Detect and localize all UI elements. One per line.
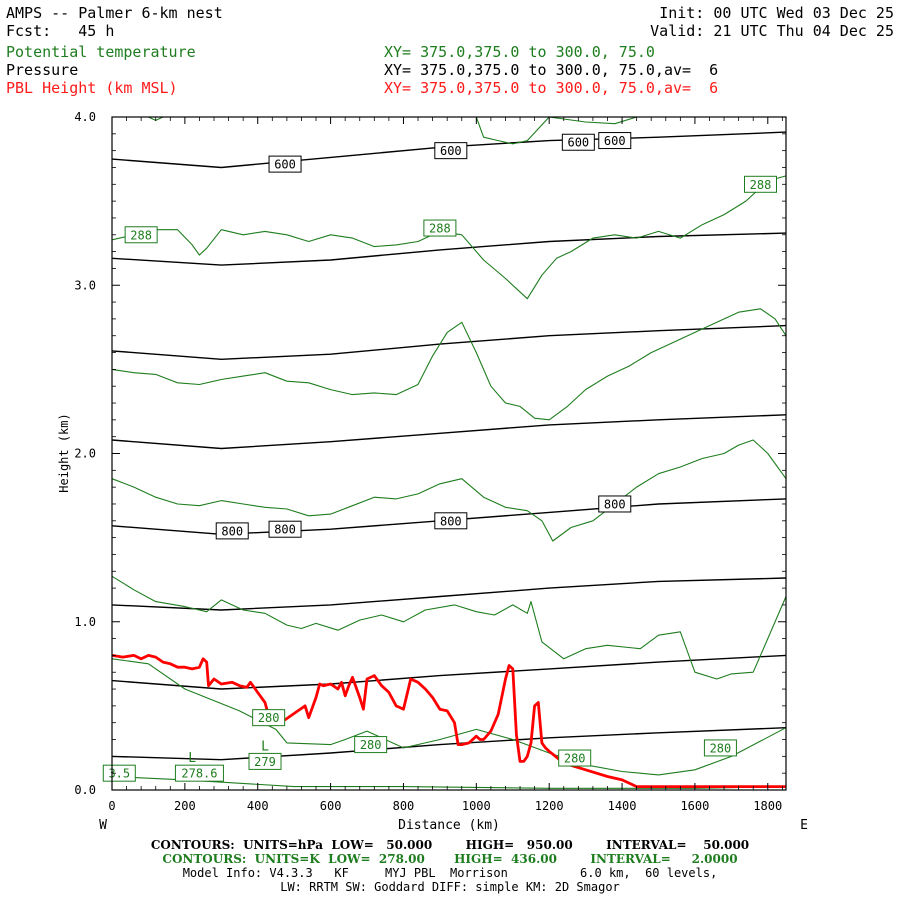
theta-label-2: 288	[750, 178, 772, 192]
theta-label-8: 279	[254, 755, 276, 769]
y-tick-label-4: 4.0	[74, 110, 96, 124]
series-line-pressure-750-hpa	[111, 414, 787, 450]
x-tick-label-0: 0	[108, 799, 115, 813]
y-axis-title: Height (km)	[57, 413, 71, 492]
x-tick-label-1600: 1600	[680, 799, 709, 813]
theta-label-box-9	[102, 764, 136, 782]
init-time: Init: 00 UTC Wed 03 Dec 25	[659, 4, 894, 22]
theta-label-box-2	[743, 175, 777, 193]
series-line-pbl-height	[111, 654, 786, 788]
pressure-label-box-1	[434, 142, 468, 160]
x-tick-label-800: 800	[393, 799, 415, 813]
theta-label-0: 288	[130, 228, 152, 242]
pressure-label-2: 600	[567, 136, 589, 150]
xy-pbl: XY= 375.0,375.0 to 300.0, 75.0,av= 6	[384, 79, 719, 97]
x-tick-label-1000: 1000	[462, 799, 491, 813]
x-tick-label-1400: 1400	[608, 799, 637, 813]
pressure-label-box-2	[561, 133, 595, 151]
west-label: W	[99, 818, 107, 833]
theta-label-4: 280	[360, 738, 382, 752]
pressure-label-4: 800	[221, 524, 243, 538]
pressure-label-6: 800	[440, 514, 462, 528]
y-tick-label-3: 3.0	[74, 278, 96, 292]
low-marker-1: L	[261, 739, 269, 754]
pressure-label-box-4	[215, 522, 249, 540]
pressure-label-box-5	[268, 520, 302, 538]
series-line-theta-282-k	[111, 575, 787, 680]
x-axis-title: Distance (km)	[398, 818, 500, 833]
low-marker-0: L	[188, 751, 196, 766]
field-pressure-label: Pressure	[6, 61, 79, 79]
theta-label-7: 278.6	[181, 767, 217, 781]
theta-label-box-3	[252, 709, 286, 727]
theta-label-1: 288	[429, 222, 451, 236]
pressure-label-box-7	[598, 495, 632, 513]
series-line-theta-280-k	[111, 658, 787, 776]
x-tick-label-1200: 1200	[535, 799, 564, 813]
theta-label-box-6	[703, 739, 737, 757]
x-tick-label-200: 200	[174, 799, 196, 813]
theta-label-box-5	[558, 749, 592, 767]
x-tick-label-600: 600	[320, 799, 342, 813]
pressure-label-0: 600	[274, 158, 296, 172]
chart-title: AMPS -- Palmer 6-km nest	[6, 4, 223, 22]
field-theta-label: Potential temperature	[6, 43, 196, 61]
physics-info: LW: RRTM SW: Goddard DIFF: simple KM: 2D…	[280, 880, 620, 894]
theta-label-3: 280	[258, 711, 280, 725]
pressure-label-3: 600	[604, 134, 626, 148]
pressure-label-1: 600	[440, 144, 462, 158]
theta-label-box-8	[248, 752, 282, 770]
theta-label-box-4	[354, 736, 388, 754]
east-label: E	[800, 818, 808, 833]
theta-label-box-0	[124, 226, 158, 244]
series-line-pressure-850-hpa	[111, 577, 787, 611]
theta-label-box-7	[174, 764, 224, 782]
model-info: Model Info: V4.3.3 KF MYJ PBL Morrison 6…	[182, 866, 718, 880]
contour-info-theta: CONTOURS: UNITS=K LOW= 278.00 HIGH= 436.…	[162, 852, 738, 866]
xy-theta: XY= 375.0,375.0 to 300.0, 75.0	[384, 43, 655, 61]
x-tick-label-400: 400	[247, 799, 269, 813]
y-tick-label-1: 1.0	[74, 615, 96, 629]
pressure-label-box-6	[434, 512, 468, 530]
series-line-theta-284-k	[111, 439, 787, 542]
series-line-pressure-650-hpa	[111, 232, 787, 266]
x-tick-label-1800: 1800	[753, 799, 782, 813]
y-tick-label-0: 0.0	[74, 783, 96, 797]
theta-label-6: 280	[710, 741, 732, 755]
theta-label-9: 3.5	[108, 767, 130, 781]
series-line-theta-288-k	[111, 175, 787, 300]
theta-label-box-1	[423, 219, 457, 237]
contour-info-pressure: CONTOURS: UNITS=hPa LOW= 50.000 HIGH= 95…	[150, 838, 750, 852]
series-line-theta-286-k	[111, 308, 787, 421]
valid-time: Valid: 21 UTC Thu 04 Dec 25	[650, 22, 894, 40]
field-pbl-label: PBL Height (km MSL)	[6, 79, 178, 97]
y-tick-label-2: 2.0	[74, 447, 96, 461]
pressure-label-box-3	[598, 132, 632, 150]
series-line-pressure-950-hpa	[111, 727, 787, 761]
series-line-pressure-900-hpa	[111, 654, 787, 690]
pressure-label-box-0	[268, 155, 302, 173]
xy-pressure: XY= 375.0,375.0 to 300.0, 75.0,av= 6	[384, 61, 719, 79]
pressure-label-5: 800	[274, 523, 296, 537]
pressure-label-7: 800	[604, 497, 626, 511]
forecast-hour: Fcst: 45 h	[6, 22, 115, 40]
theta-label-5: 280	[564, 752, 586, 766]
